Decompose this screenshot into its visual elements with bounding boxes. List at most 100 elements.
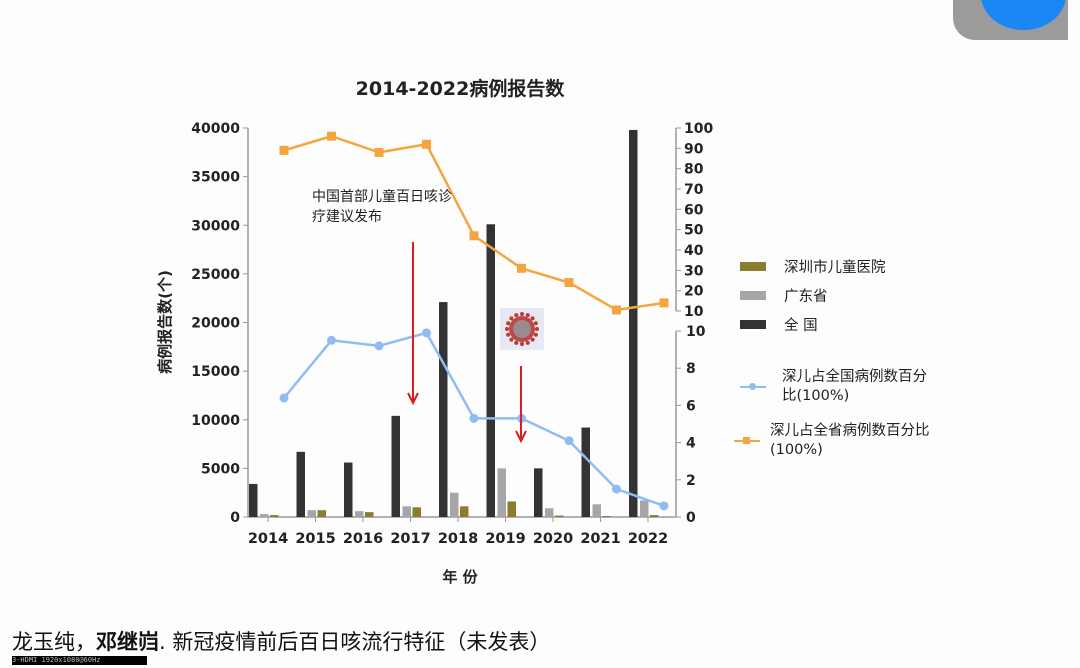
legend-line-marker xyxy=(734,437,760,444)
legend-swatch xyxy=(740,320,766,329)
right-lower-tick-label: 2 xyxy=(686,473,696,489)
blue-series-point xyxy=(327,335,336,345)
virus-spike xyxy=(514,313,519,318)
bar-guangdong xyxy=(355,511,364,517)
bar-national xyxy=(344,462,353,517)
coronavirus-icon xyxy=(500,308,544,350)
virus-spike xyxy=(520,342,524,346)
x-axis-label: 年 份 xyxy=(442,568,478,586)
orange-series-point xyxy=(564,278,574,288)
y-tick-label: 15000 xyxy=(191,364,240,380)
y-tick-label: 30000 xyxy=(191,218,240,234)
virus-spike xyxy=(530,337,535,342)
bar-shenzhen xyxy=(365,512,374,517)
right-upper-tick-label: 60 xyxy=(684,202,704,218)
y-tick-label: 35000 xyxy=(191,170,240,186)
bar-shenzhen xyxy=(650,515,659,517)
right-lower-tick-label: 4 xyxy=(686,436,696,452)
y-tick-label: 0 xyxy=(230,510,240,526)
blue-series-point xyxy=(564,436,574,446)
bar-guangdong xyxy=(497,468,506,517)
right-upper-tick-label: 40 xyxy=(684,243,704,259)
virus-spike xyxy=(509,337,514,342)
orange-series-point xyxy=(279,145,289,155)
blue-series-point xyxy=(422,328,431,338)
y-tick-label: 40000 xyxy=(191,121,240,137)
x-tick-label: 2018 xyxy=(438,531,478,547)
x-tick-label: 2019 xyxy=(485,531,525,547)
x-tick-label: 2017 xyxy=(390,531,430,547)
virus-spike xyxy=(514,340,519,345)
legend-label: 深圳市儿童医院 xyxy=(784,260,886,276)
virus-spike xyxy=(506,332,511,337)
legend-swatch xyxy=(740,291,766,300)
virus-spike xyxy=(525,340,530,345)
blue-series-point xyxy=(374,341,384,351)
orange-series-point xyxy=(517,263,526,273)
bar-shenzhen xyxy=(412,507,421,517)
y-tick-label: 25000 xyxy=(191,267,240,283)
blue-series-point xyxy=(279,393,289,403)
red-arrow-2017-head-icon xyxy=(407,392,419,406)
legend-label: 深儿占全省病例数百分比(100%) xyxy=(770,423,930,458)
bar-national xyxy=(581,427,590,517)
citation: 龙玉纯，邓继岿. 新冠疫情前后百日咳流行特征（未发表） xyxy=(12,626,550,656)
virus-spike xyxy=(506,321,511,326)
bar-shenzhen xyxy=(602,516,611,517)
bar-guangdong xyxy=(402,506,411,517)
right-upper-tick-label: 20 xyxy=(684,284,704,300)
virus-spike xyxy=(533,321,538,326)
bar-shenzhen xyxy=(317,510,326,517)
orange-series-point xyxy=(327,131,336,141)
legend-label: 全 国 xyxy=(784,318,818,334)
y-tick-label: 20000 xyxy=(191,316,240,332)
right-upper-tick-label: 100 xyxy=(684,121,713,137)
legend-item-orange-line: 深儿占全省病例数百分比(100%) xyxy=(734,422,940,460)
bar-national xyxy=(486,224,495,517)
bar-guangdong xyxy=(545,508,554,517)
virus-spike xyxy=(509,316,514,321)
chart-title: 2014-2022病例报告数 xyxy=(356,77,566,100)
x-tick-label: 2015 xyxy=(295,531,335,547)
watermark: 3-HDMI 1920x1080@60Hz xyxy=(12,656,147,665)
right-upper-tick-label: 10 xyxy=(684,304,704,320)
x-tick-label: 2016 xyxy=(343,531,383,547)
right-lower-tick-label: 10 xyxy=(686,324,706,340)
bar-shenzhen xyxy=(555,515,564,517)
blue-series-point xyxy=(469,413,479,423)
right-upper-tick-label: 30 xyxy=(684,263,704,279)
bar-guangdong xyxy=(260,514,269,517)
y-tick-label: 10000 xyxy=(191,413,240,429)
bar-shenzhen xyxy=(270,515,279,517)
bar-national xyxy=(249,483,258,517)
bar-guangdong xyxy=(307,510,316,517)
orange-series-point xyxy=(374,147,384,157)
citation-title: . 新冠疫情前后百日咳流行特征（未发表） xyxy=(159,630,551,654)
virus-spike xyxy=(530,316,535,321)
bar-national xyxy=(534,468,543,517)
orange-series-point xyxy=(612,305,621,315)
virus-spike xyxy=(533,332,538,337)
legend-item-shenzhen: 深圳市儿童医院 xyxy=(740,256,886,277)
right-upper-tick-label: 50 xyxy=(684,223,704,239)
bar-shenzhen xyxy=(507,501,516,517)
x-tick-label: 2020 xyxy=(533,531,573,547)
virus-spike xyxy=(535,327,539,331)
right-upper-tick-label: 70 xyxy=(684,182,704,198)
citation-authors: 龙玉纯， xyxy=(12,630,96,654)
bar-national xyxy=(629,129,638,517)
y-axis-label: 病例报告数(个) xyxy=(156,270,174,374)
virus-spike xyxy=(520,312,524,316)
bar-national xyxy=(439,302,448,517)
orange-series-point xyxy=(422,139,431,149)
right-lower-tick-label: 8 xyxy=(686,361,696,377)
blue-series-point xyxy=(612,484,621,494)
bar-national xyxy=(391,415,400,517)
right-upper-tick-label: 90 xyxy=(684,141,704,157)
legend-label: 深儿占全国病例数百分比(100%) xyxy=(782,369,927,404)
orange-series-point xyxy=(469,231,479,241)
blue-series-point xyxy=(659,501,669,511)
y-tick-label: 5000 xyxy=(201,461,240,477)
orange-series-point xyxy=(659,298,669,308)
